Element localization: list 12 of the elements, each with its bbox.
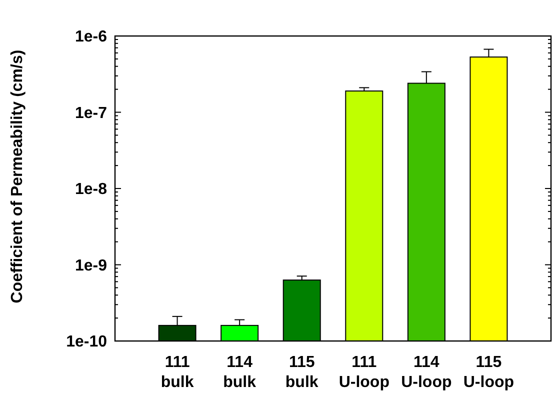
- x-tick-label: 115 bulk: [285, 354, 318, 391]
- y-tick-label: 1e-10: [66, 334, 108, 351]
- x-tick-label: 111 U-loop: [338, 354, 390, 391]
- y-tick-label: 1e-9: [74, 257, 108, 274]
- x-tick-label: 111 bulk: [160, 354, 194, 391]
- y-tick-label: 1e-6: [74, 28, 108, 46]
- x-tick-label: 114 U-loop: [401, 354, 452, 391]
- x-tick-label: 115 U-loop: [463, 354, 514, 391]
- y-tick-label: 1e-8: [74, 181, 108, 198]
- y-axis-title: Coefficient of Permeability (cm/s): [9, 50, 26, 304]
- x-tick-label: 114 bulk: [223, 354, 256, 391]
- y-tick-label: 1e-7: [74, 104, 108, 122]
